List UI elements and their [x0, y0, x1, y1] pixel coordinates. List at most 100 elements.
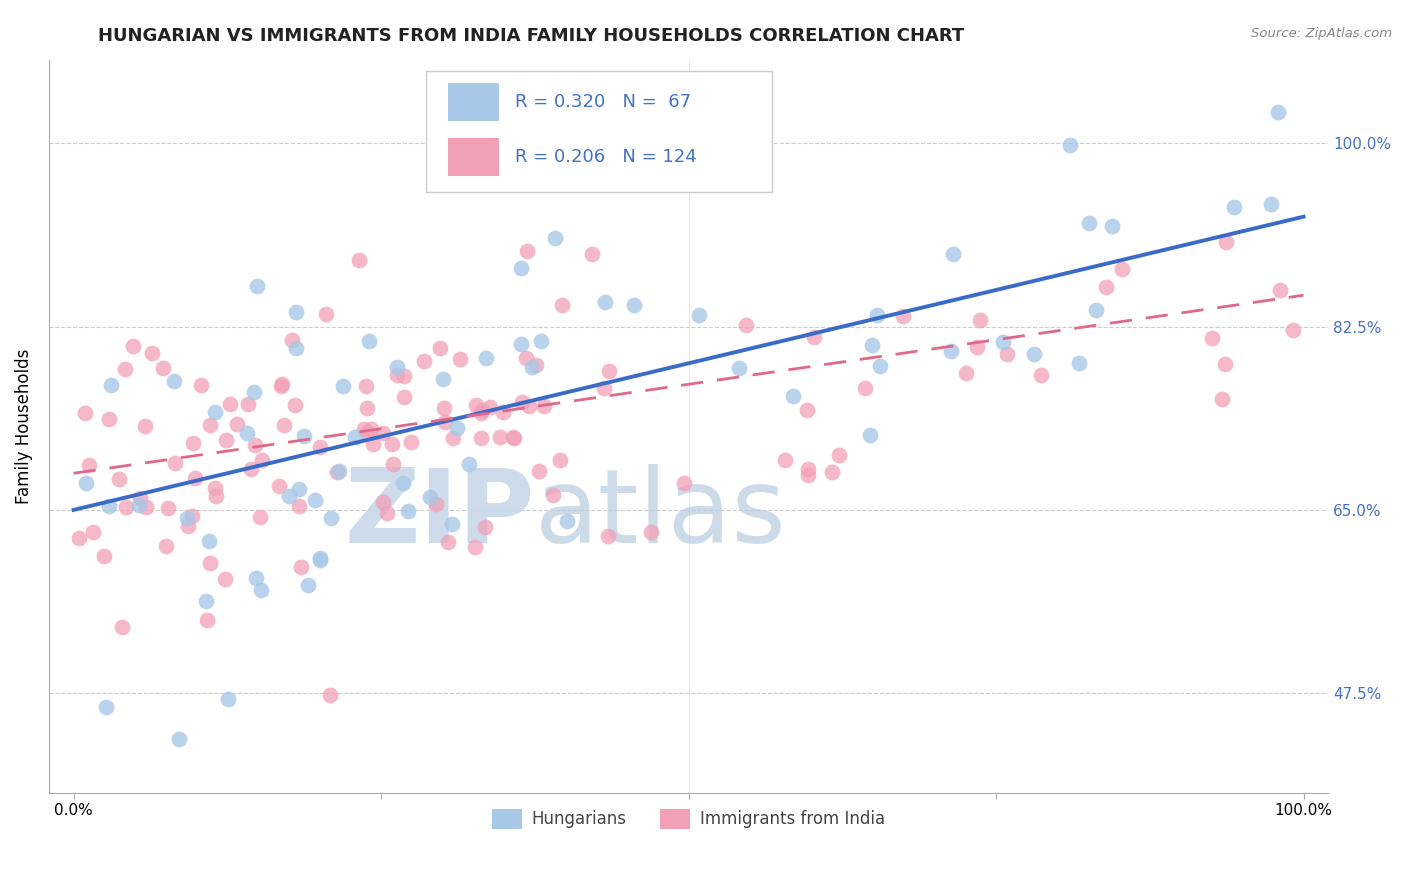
Point — [1281, 323, 1303, 337]
Point — [596, 529, 619, 543]
Point — [394, 369, 416, 384]
Point — [225, 417, 247, 431]
Point — [107, 472, 129, 486]
Point — [167, 731, 190, 746]
Point — [510, 337, 533, 351]
Point — [75, 476, 97, 491]
Point — [249, 509, 271, 524]
Point — [391, 476, 413, 491]
Point — [860, 337, 883, 351]
Point — [969, 313, 991, 327]
Point — [797, 467, 820, 482]
Point — [82, 525, 104, 540]
Point — [821, 465, 844, 479]
Point — [250, 452, 273, 467]
Point — [77, 458, 100, 472]
Point — [204, 405, 226, 419]
Point — [412, 354, 434, 368]
Point — [290, 559, 312, 574]
Point — [284, 398, 307, 412]
Point — [524, 359, 547, 373]
Point — [1069, 355, 1091, 369]
Point — [828, 448, 851, 462]
Point — [1211, 392, 1233, 407]
Point — [471, 403, 494, 417]
Point — [775, 453, 797, 467]
Point — [1267, 105, 1289, 120]
Point — [157, 500, 180, 515]
Point — [354, 379, 377, 393]
Text: R = 0.320   N =  67: R = 0.320 N = 67 — [515, 93, 690, 112]
Point — [135, 500, 157, 514]
Point — [516, 244, 538, 258]
Point — [527, 463, 550, 477]
Point — [432, 372, 454, 386]
Point — [181, 435, 204, 450]
Point — [1111, 261, 1133, 276]
Point — [165, 456, 187, 470]
Point — [190, 378, 212, 392]
Point — [176, 511, 198, 525]
Point — [292, 429, 315, 443]
Point — [399, 434, 422, 449]
Point — [440, 517, 463, 532]
Point — [474, 520, 496, 534]
Point — [356, 425, 378, 439]
Point — [519, 399, 541, 413]
Point — [304, 493, 326, 508]
Point — [433, 416, 456, 430]
Point — [319, 511, 342, 525]
Point — [672, 476, 695, 491]
Point — [492, 405, 515, 419]
Point — [510, 394, 533, 409]
Point — [195, 614, 218, 628]
Point — [204, 481, 226, 495]
Point — [114, 362, 136, 376]
Point — [437, 535, 460, 549]
Point — [245, 570, 267, 584]
Point — [194, 593, 217, 607]
Point — [285, 305, 308, 319]
Point — [360, 422, 382, 436]
Point — [100, 378, 122, 392]
Point — [285, 341, 308, 355]
Bar — [449, 138, 499, 176]
Point — [75, 406, 97, 420]
Point — [128, 499, 150, 513]
Point — [555, 514, 578, 528]
Point — [853, 381, 876, 395]
Point — [995, 347, 1018, 361]
Point — [1085, 302, 1108, 317]
Point — [98, 499, 121, 513]
Point — [941, 247, 963, 261]
Point — [1059, 137, 1081, 152]
Point — [728, 361, 751, 376]
Point — [796, 402, 818, 417]
Point — [429, 342, 451, 356]
Text: ZIP: ZIP — [344, 464, 536, 565]
Point — [198, 418, 221, 433]
Point — [152, 360, 174, 375]
Point — [278, 489, 301, 503]
Point — [475, 351, 498, 366]
Point — [432, 401, 454, 415]
Point — [309, 550, 332, 565]
Point — [273, 418, 295, 433]
Point — [551, 298, 574, 312]
Point — [214, 572, 236, 586]
Point — [470, 431, 492, 445]
Point — [236, 425, 259, 440]
Point — [326, 465, 349, 479]
Point — [782, 389, 804, 403]
Point — [530, 334, 553, 349]
Point — [288, 482, 311, 496]
Point — [242, 384, 264, 399]
Point — [1201, 331, 1223, 345]
Point — [349, 252, 371, 267]
Text: Source: ZipAtlas.com: Source: ZipAtlas.com — [1251, 27, 1392, 40]
Point — [396, 504, 419, 518]
Point — [1101, 219, 1123, 234]
Legend: Hungarians, Immigrants from India: Hungarians, Immigrants from India — [485, 802, 891, 836]
Point — [315, 307, 337, 321]
Point — [181, 508, 204, 523]
